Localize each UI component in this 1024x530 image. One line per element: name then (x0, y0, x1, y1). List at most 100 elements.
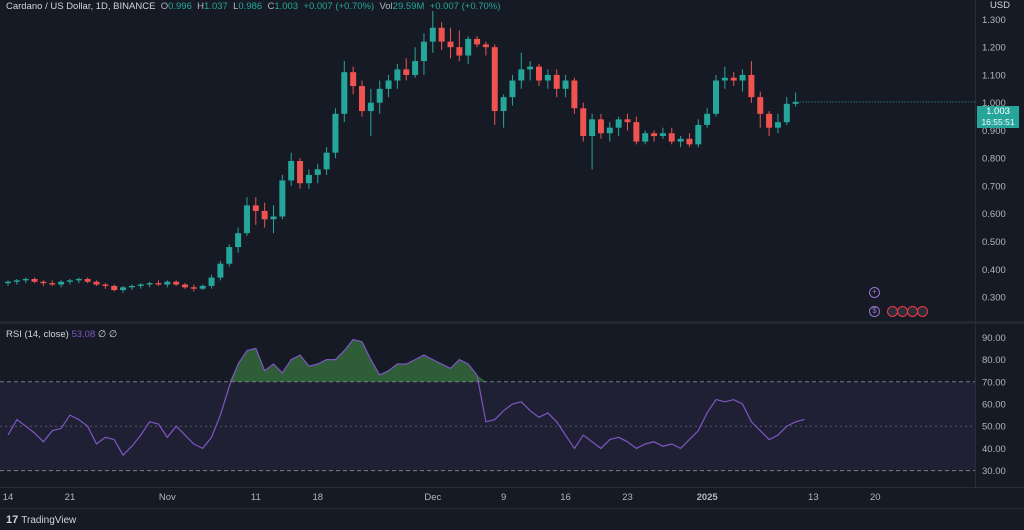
candle (429, 27, 436, 42)
rsi-extra-1: ∅ (97, 329, 107, 340)
rsi-tick-label: 80.00 (982, 355, 1006, 366)
candle (465, 38, 472, 56)
candle (243, 205, 250, 234)
candle (261, 210, 268, 220)
candle (199, 285, 206, 289)
candle (527, 66, 534, 70)
candle (456, 47, 463, 56)
candle (420, 41, 427, 62)
price-tick-label: 1.000 (982, 98, 1006, 109)
candle (748, 74, 755, 98)
candle (571, 80, 578, 109)
close-value: 1.003 (274, 1, 299, 12)
candle (120, 287, 127, 291)
price-tick-label: 0.700 (982, 181, 1006, 192)
time-tick-label: 11 (251, 492, 261, 503)
price-tick-label: 0.500 (982, 237, 1006, 248)
candle (739, 74, 746, 81)
candle (633, 122, 640, 142)
rsi-band (0, 381, 975, 471)
candle (182, 284, 188, 288)
candle (359, 86, 365, 112)
candle (774, 122, 781, 128)
candle (190, 287, 197, 289)
candle (447, 41, 454, 48)
candle (137, 284, 144, 286)
candle (5, 281, 11, 284)
candle (58, 281, 65, 285)
time-tick-label: 23 (622, 492, 633, 503)
candle (376, 88, 383, 103)
candle (332, 113, 339, 153)
tradingview-logo[interactable]: 17 TradingView (6, 514, 76, 526)
rsi-header[interactable]: RSI (14, close) 53.08 ∅ ∅ (6, 329, 117, 340)
economic-event-flag-icon[interactable] (917, 306, 928, 317)
candle (173, 281, 180, 285)
rsi-line (7, 338, 805, 457)
last-price-label: 1.003 16:55:51 (977, 106, 1019, 128)
candle (615, 119, 622, 128)
tradingview-brand: TradingView (21, 514, 77, 526)
high-value: 1.037 (204, 1, 228, 12)
candle (668, 133, 675, 142)
candle (589, 119, 596, 137)
candle (766, 113, 773, 128)
candle (518, 69, 525, 81)
close-key: C (267, 1, 275, 12)
dividend-icon[interactable]: $ (869, 306, 880, 317)
rsi-label: RSI (14, close) (6, 329, 69, 340)
low-value: 0.986 (238, 1, 263, 12)
volume-change: +0.007 (+0.70%) (429, 1, 501, 12)
candle (305, 174, 312, 184)
candle (730, 77, 737, 81)
rsi-tick-label: 90.00 (982, 333, 1006, 344)
candle (757, 97, 764, 114)
rsi-tick-label: 50.00 (982, 422, 1006, 433)
price-tick-label: 0.300 (982, 293, 1006, 304)
symbol-title[interactable]: Cardano / US Dollar, 1D, BINANCE (6, 1, 156, 12)
candle (93, 281, 100, 285)
candle (66, 280, 73, 282)
time-tick-label: 9 (501, 492, 506, 503)
low-key: L (233, 1, 239, 12)
candle (146, 283, 153, 285)
last-price: 1.003 (986, 106, 1010, 117)
candle (783, 103, 790, 123)
candle (341, 72, 348, 114)
rsi-tick-label: 40.00 (982, 444, 1006, 455)
volume-value: 29.59M (392, 1, 425, 12)
candle (235, 233, 242, 248)
rsi-tick-label: 60.00 (982, 400, 1006, 411)
candle (686, 138, 693, 145)
candle (580, 108, 587, 137)
candle (704, 113, 711, 125)
event-icon[interactable]: + (869, 287, 880, 298)
candle (695, 124, 702, 145)
candle (40, 281, 47, 284)
candle (385, 80, 392, 89)
time-tick-label: Nov (159, 492, 176, 503)
candle (403, 69, 410, 75)
candle (659, 133, 666, 137)
candle (394, 69, 401, 81)
time-tick-label: 2025 (697, 492, 719, 503)
currency-label[interactable]: USD (989, 0, 1010, 11)
change-value: +0.007 (+0.70%) (303, 1, 375, 12)
rsi-value: 53.08 (71, 329, 96, 340)
time-tick-label: 20 (870, 492, 881, 503)
rsi-tick-label: 70.00 (982, 377, 1006, 388)
candle (102, 284, 109, 286)
time-tick-label: 16 (560, 492, 571, 503)
candle (31, 278, 38, 282)
price-tick-label: 0.900 (982, 126, 1006, 137)
candle (111, 285, 118, 291)
candle (22, 278, 29, 281)
candle (651, 133, 658, 137)
time-tick-label: 14 (3, 492, 14, 503)
candle (270, 216, 277, 220)
candle (474, 38, 481, 45)
rsi-overbought-fill (8, 339, 805, 382)
price-tick-label: 0.400 (982, 265, 1006, 276)
candle (482, 44, 489, 48)
